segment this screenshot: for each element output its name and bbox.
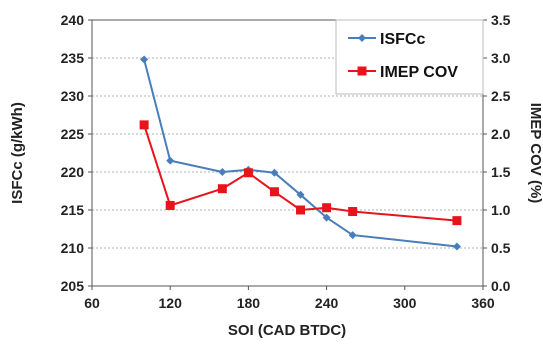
y2-tick-label-5: 2.5 <box>491 88 511 104</box>
x-tick-label-2: 180 <box>237 295 261 311</box>
point-imep-cov-1 <box>166 201 175 210</box>
y2-tick-label-2: 1.0 <box>491 202 511 218</box>
point-isfcc-0 <box>140 56 148 64</box>
point-isfcc-1 <box>166 157 174 165</box>
point-imep-cov-0 <box>140 120 149 129</box>
y-axis-title-left: ISFCc (g/kWh) <box>9 102 26 204</box>
point-imep-cov-4 <box>270 187 279 196</box>
x-axis-title: SOI (CAD BTDC) <box>228 322 346 339</box>
legend: ISFCc IMEP COV <box>336 20 483 94</box>
x-tick-label-4: 300 <box>393 295 417 311</box>
y-tick-label-3: 220 <box>61 164 85 180</box>
y-tick-label-1: 210 <box>61 240 85 256</box>
point-isfcc-8 <box>453 242 461 250</box>
y2-tick-label-4: 2.0 <box>491 126 511 142</box>
y-tick-label-5: 230 <box>61 88 85 104</box>
point-imep-cov-3 <box>244 168 253 177</box>
y-tick-label-6: 235 <box>61 50 85 66</box>
y2-tick-label-6: 3.0 <box>491 50 511 66</box>
point-imep-cov-7 <box>348 207 357 216</box>
x-tick-label-1: 120 <box>159 295 183 311</box>
point-isfcc-2 <box>218 168 226 176</box>
y2-tick-label-3: 1.5 <box>491 164 511 180</box>
y2-tick-label-1: 0.5 <box>491 240 511 256</box>
y-tick-label-7: 240 <box>61 12 85 28</box>
y2-tick-label-7: 3.5 <box>491 12 511 28</box>
point-imep-cov-6 <box>322 203 331 212</box>
point-imep-cov-5 <box>296 206 305 215</box>
y-tick-label-4: 225 <box>61 126 85 142</box>
x-tick-label-3: 240 <box>315 295 339 311</box>
legend-marker-imep-cov <box>358 67 367 76</box>
y-tick-label-2: 215 <box>61 202 85 218</box>
x-tick-label-0: 60 <box>84 295 100 311</box>
y-axis-title-right: IMEP COV (%) <box>527 103 543 204</box>
y2-tick-label-0: 0.0 <box>491 278 511 294</box>
y-tick-label-0: 205 <box>61 278 85 294</box>
y-ticks-right: 0.0 0.5 1.0 1.5 2.0 2.5 3.0 3.5 <box>483 12 511 294</box>
legend-label-isfcc: ISFCc <box>380 31 425 48</box>
point-imep-cov-8 <box>452 216 461 225</box>
y-ticks-left: 205 210 215 220 225 230 235 240 <box>61 12 92 294</box>
x-tick-label-5: 360 <box>471 295 495 311</box>
legend-label-imep-cov: IMEP COV <box>380 64 458 81</box>
point-imep-cov-2 <box>218 184 227 193</box>
x-ticks: 60 120 180 240 300 360 <box>84 286 495 311</box>
